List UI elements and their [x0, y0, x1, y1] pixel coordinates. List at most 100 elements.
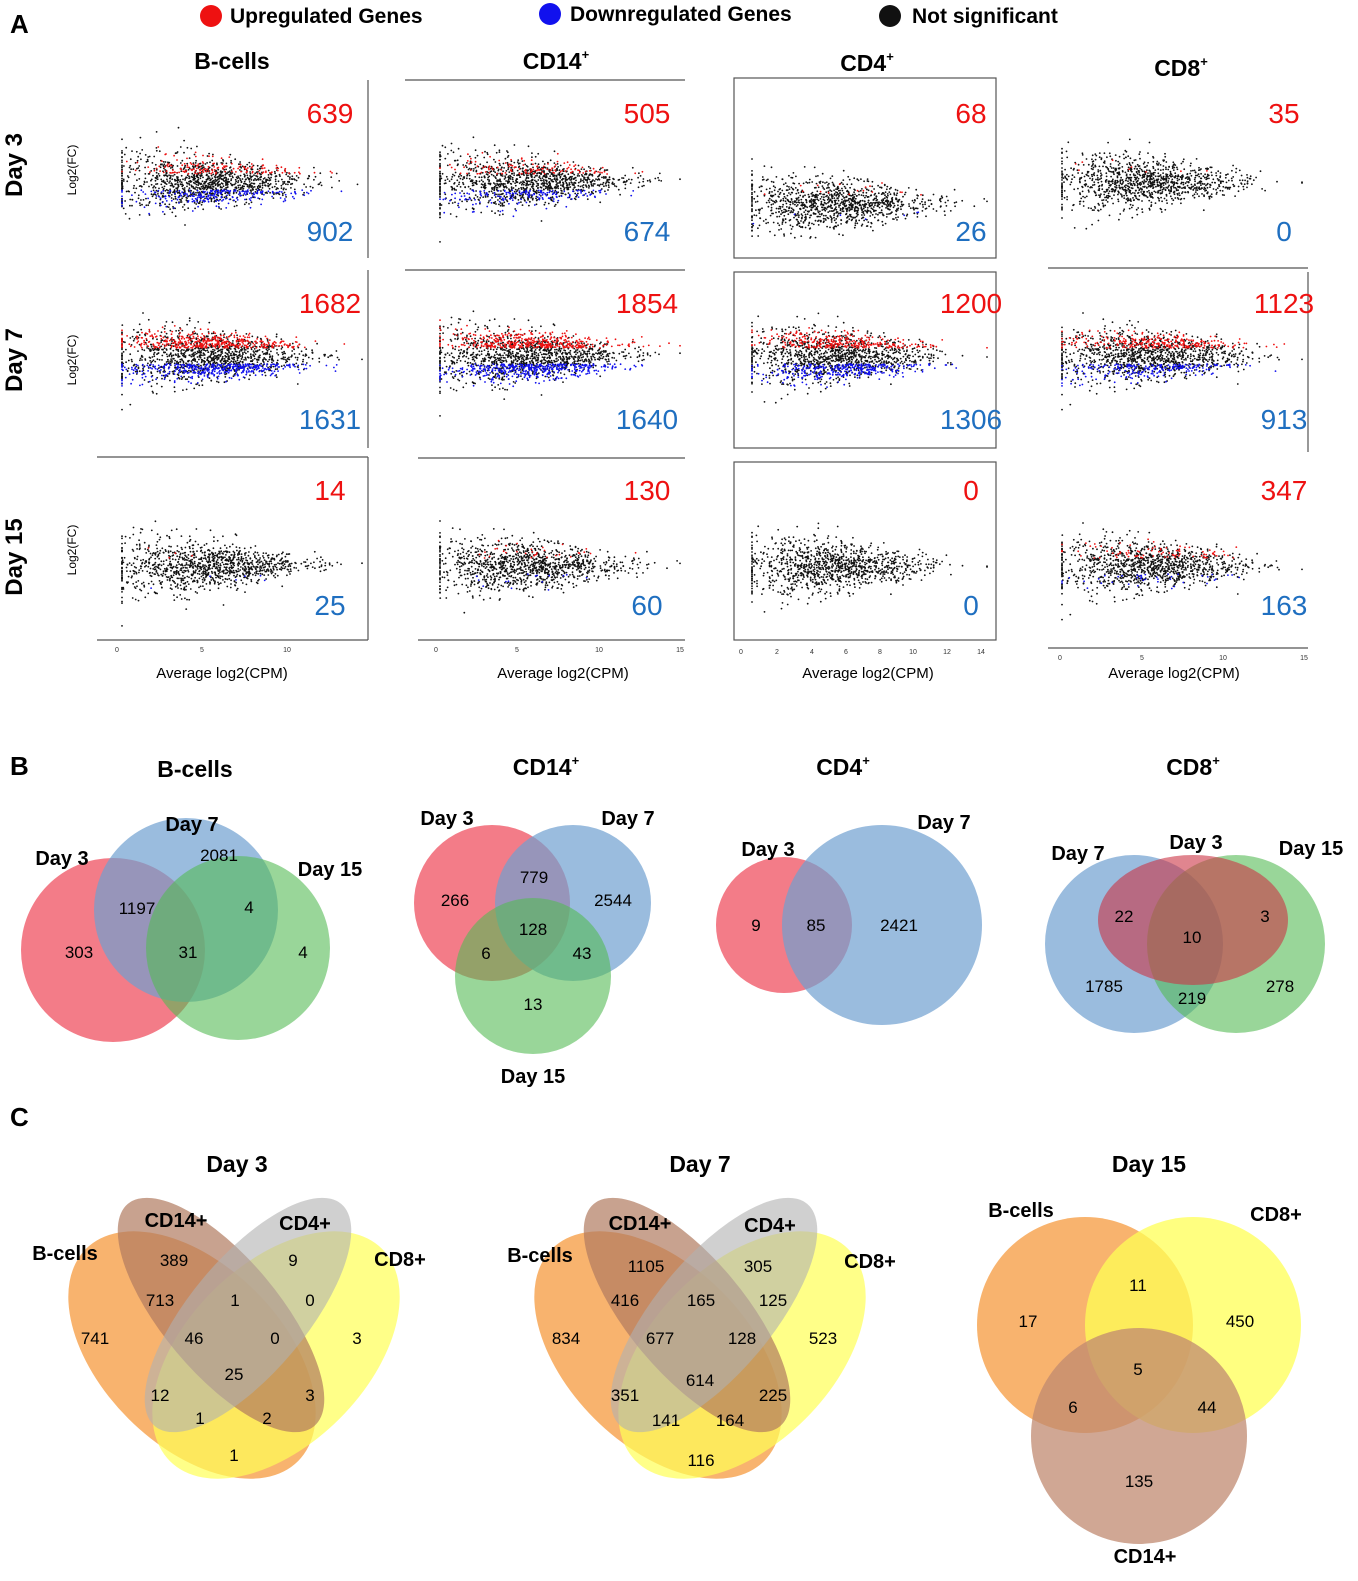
- ns-point: [1171, 203, 1173, 205]
- ns-point: [897, 216, 899, 219]
- down-point: [502, 199, 505, 202]
- ns-point: [782, 203, 784, 206]
- down-point: [507, 191, 509, 194]
- ns-point: [1175, 189, 1178, 192]
- ns-point: [132, 168, 135, 171]
- ns-point: [1148, 189, 1150, 192]
- ns-point: [648, 179, 651, 182]
- ns-point: [273, 185, 276, 188]
- up-point: [159, 170, 162, 173]
- ns-point: [881, 200, 884, 203]
- down-point: [244, 198, 246, 201]
- ns-point: [850, 183, 853, 186]
- ns-point: [537, 179, 540, 181]
- down-point: [278, 190, 281, 193]
- ns-point: [820, 200, 823, 203]
- down-point: [521, 191, 523, 194]
- ns-point: [278, 173, 281, 176]
- ns-point: [816, 205, 819, 208]
- ns-point: [497, 210, 500, 212]
- ns-point: [1065, 150, 1068, 153]
- down-point: [189, 195, 192, 198]
- up-point: [520, 157, 523, 160]
- ns-point: [1071, 178, 1073, 181]
- down-point: [475, 203, 477, 205]
- ns-point: [1138, 189, 1141, 192]
- ns-point: [278, 193, 281, 196]
- down-point: [485, 192, 488, 194]
- ns-point: [1097, 177, 1099, 179]
- ns-point: [491, 187, 493, 190]
- ns-point: [829, 205, 831, 208]
- down-point: [179, 193, 182, 195]
- ns-point: [893, 218, 895, 221]
- ns-point: [535, 192, 538, 195]
- ns-point: [761, 207, 763, 210]
- ns-point: [1117, 167, 1120, 170]
- down-point: [505, 193, 508, 196]
- ns-point: [851, 218, 854, 221]
- ns-point: [1134, 165, 1137, 168]
- ns-point: [855, 215, 858, 218]
- ns-point: [1061, 188, 1063, 190]
- ns-point: [921, 203, 924, 206]
- up-point: [501, 172, 503, 175]
- up-point: [848, 193, 851, 196]
- up-point: [577, 169, 579, 172]
- ns-point: [1092, 166, 1095, 169]
- ns-point: [441, 144, 444, 147]
- ns-point: [489, 182, 492, 185]
- ns-point: [155, 183, 157, 186]
- ns-point: [564, 193, 567, 196]
- ns-point: [499, 204, 502, 207]
- ns-point: [270, 173, 273, 176]
- down-point: [261, 198, 264, 201]
- ns-point: [214, 180, 217, 183]
- ns-point: [769, 214, 772, 217]
- ns-point: [1132, 192, 1134, 194]
- down-point: [540, 189, 542, 192]
- ns-point: [816, 198, 819, 201]
- down-point: [479, 193, 482, 196]
- ns-point: [172, 205, 174, 208]
- ns-point: [155, 197, 158, 200]
- ns-point: [751, 170, 753, 172]
- ns-point: [1215, 188, 1217, 191]
- ns-point: [837, 212, 840, 215]
- ns-point: [264, 184, 267, 187]
- ns-point: [1195, 158, 1198, 160]
- ns-point: [765, 201, 768, 204]
- ns-point: [1146, 169, 1148, 172]
- down-point: [463, 195, 466, 197]
- ns-point: [461, 200, 463, 203]
- ns-point: [902, 203, 905, 206]
- ns-point: [283, 191, 286, 194]
- ns-point: [276, 187, 278, 189]
- up-point: [538, 169, 541, 171]
- ns-point: [1135, 208, 1138, 211]
- down-point: [454, 197, 456, 200]
- ns-point: [439, 241, 441, 243]
- ns-point: [780, 209, 783, 212]
- up-point: [205, 170, 208, 173]
- up-point: [149, 171, 151, 174]
- down-point: [555, 190, 558, 193]
- ns-point: [831, 175, 834, 178]
- ns-point: [267, 174, 270, 176]
- ns-point: [1097, 209, 1099, 212]
- ns-point: [1176, 177, 1179, 180]
- ns-point: [1176, 166, 1178, 169]
- ns-point: [1223, 194, 1225, 197]
- ns-point: [513, 174, 515, 177]
- down-point: [228, 192, 231, 195]
- ns-point: [1128, 190, 1131, 193]
- ns-point: [282, 183, 284, 186]
- ns-point: [535, 197, 537, 200]
- up-point: [450, 166, 453, 169]
- ns-point: [523, 174, 525, 177]
- ns-point: [224, 180, 227, 182]
- ns-point: [195, 203, 198, 205]
- ns-point: [553, 162, 556, 165]
- ns-point: [1114, 154, 1117, 157]
- down-point: [203, 192, 205, 194]
